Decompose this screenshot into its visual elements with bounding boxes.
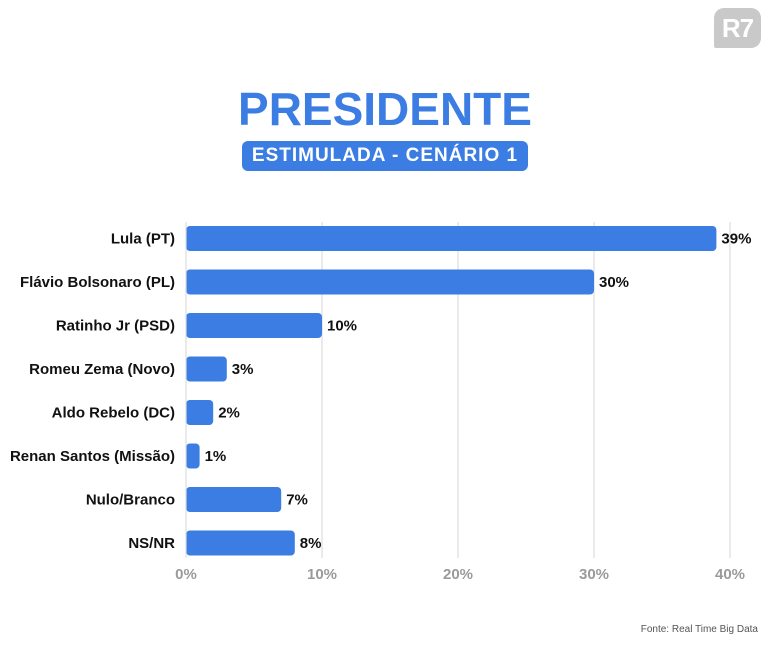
bar <box>186 487 282 512</box>
category-label: Nulo/Branco <box>86 492 175 509</box>
bar <box>186 400 214 425</box>
value-label: 3% <box>232 361 254 378</box>
source-note: Fonte: Real Time Big Data <box>640 624 758 635</box>
bar <box>186 443 200 469</box>
x-tick-label: 30% <box>579 566 609 583</box>
bar <box>186 269 594 295</box>
bar <box>186 530 295 556</box>
bar <box>186 356 227 382</box>
value-label: 2% <box>218 405 240 422</box>
value-label: 30% <box>599 274 629 291</box>
category-label: Ratinho Jr (PSD) <box>56 318 175 335</box>
value-label: 7% <box>286 492 308 509</box>
category-label: Aldo Rebelo (DC) <box>52 405 175 422</box>
x-tick-label: 40% <box>715 566 745 583</box>
subtitle-container: ESTIMULADA - CENÁRIO 1 <box>0 141 770 171</box>
category-label: Renan Santos (Missão) <box>10 448 175 465</box>
r7-logo: R7 <box>714 8 761 48</box>
bar <box>186 313 322 338</box>
category-label: Romeu Zema (Novo) <box>29 361 175 378</box>
chart-title: PRESIDENTE <box>238 83 532 135</box>
x-tick-label: 0% <box>175 566 197 583</box>
value-label: 10% <box>327 318 357 335</box>
bar <box>186 226 717 251</box>
x-tick-label: 20% <box>443 566 473 583</box>
value-label: 8% <box>300 535 322 552</box>
category-label: Lula (PT) <box>111 231 175 248</box>
value-label: 39% <box>721 231 751 248</box>
x-tick-label: 10% <box>307 566 337 583</box>
value-label: 1% <box>205 448 227 465</box>
category-label: Flávio Bolsonaro (PL) <box>20 274 175 291</box>
chart-subtitle: ESTIMULADA - CENÁRIO 1 <box>241 141 529 171</box>
category-label: NS/NR <box>128 535 175 552</box>
